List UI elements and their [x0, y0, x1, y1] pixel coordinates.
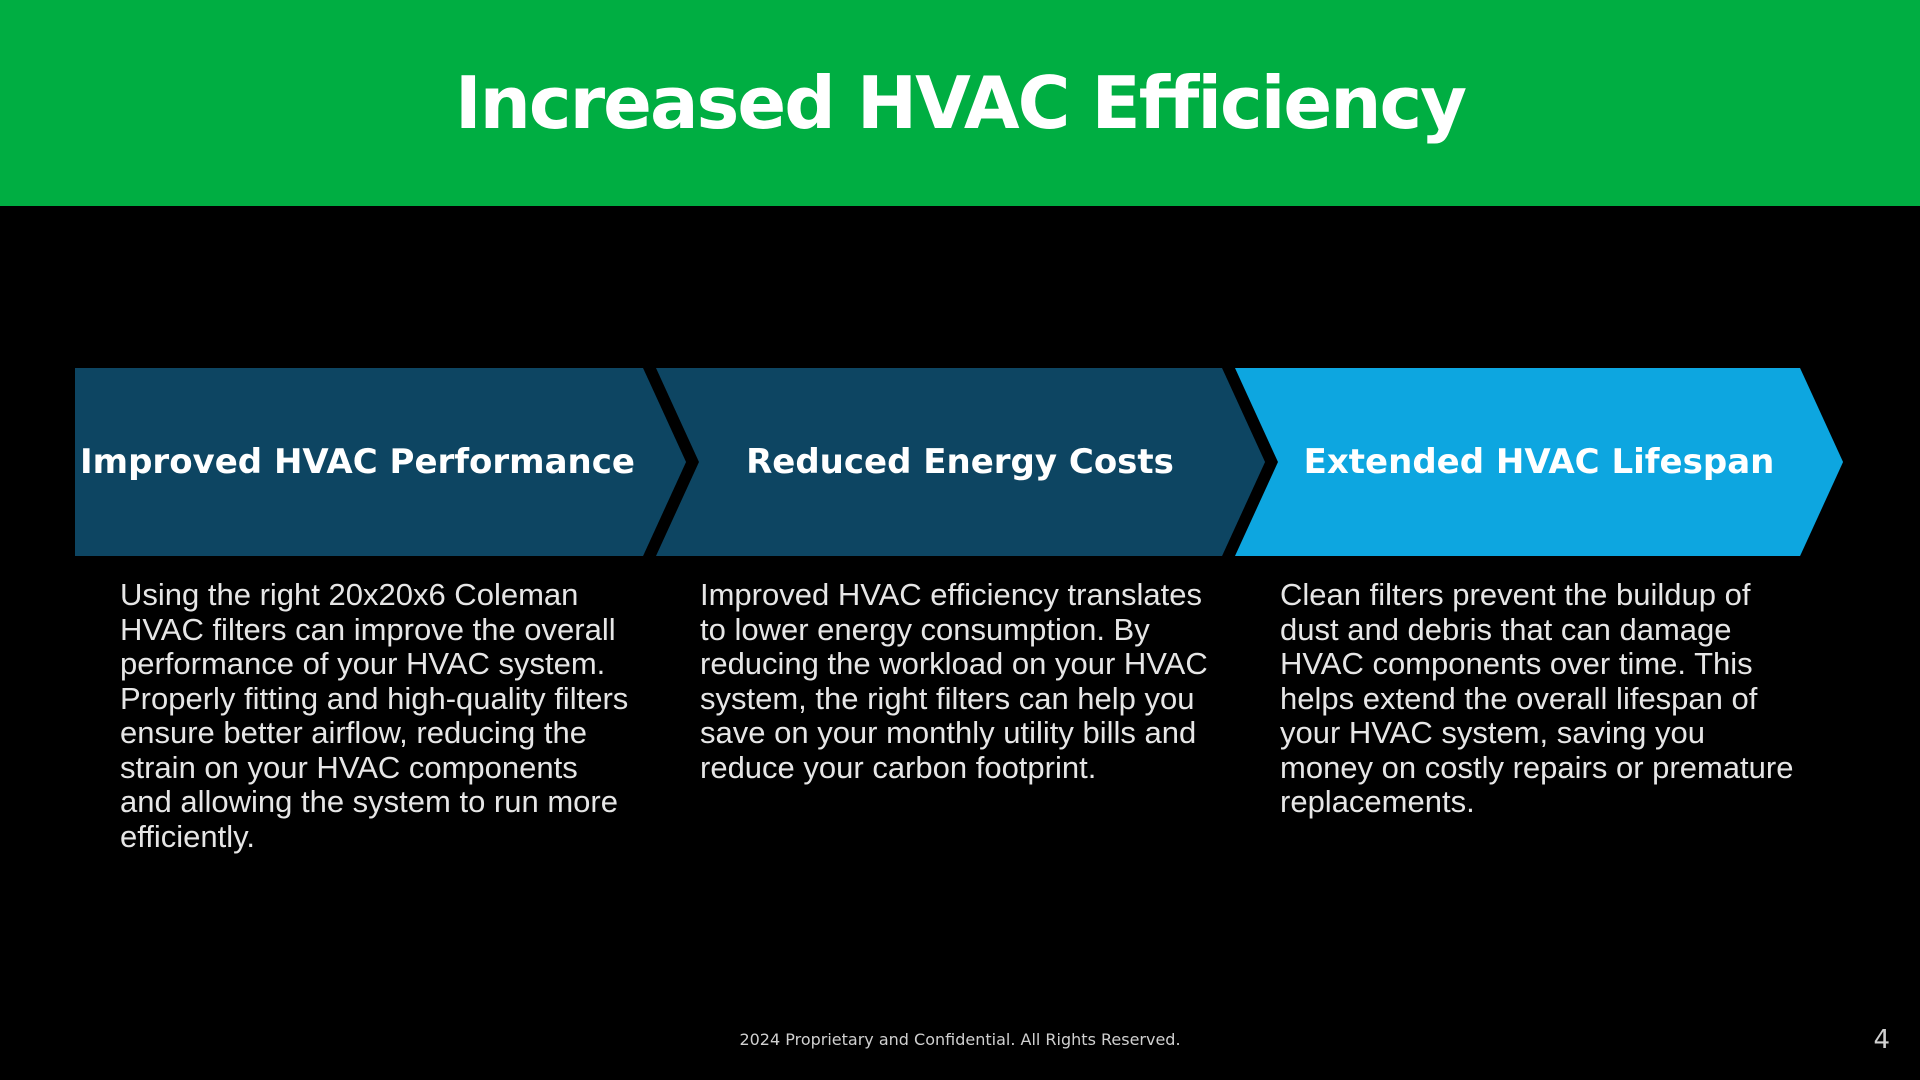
step-1-title: Improved HVAC Performance [80, 441, 635, 482]
slide-title: Increased HVAC Efficiency [454, 61, 1467, 145]
step-3-title: Extended HVAC Lifespan [1303, 441, 1775, 482]
chevron-step-3 [1235, 368, 1843, 556]
step-1-description: Using the right 20x20x6 Coleman HVAC fil… [120, 577, 629, 854]
footer-text: 2024 Proprietary and Confidential. All R… [739, 1030, 1181, 1049]
title-banner [0, 0, 1920, 206]
step-2-description: Improved HVAC efficiency translates to l… [700, 577, 1208, 785]
page-number: 4 [1873, 1025, 1890, 1055]
chevron-step-1 [75, 368, 686, 556]
step-3-description: Clean filters prevent the buildup of dus… [1280, 577, 1794, 819]
chevron-step-2 [656, 368, 1265, 556]
step-2-title: Reduced Energy Costs [746, 441, 1174, 482]
